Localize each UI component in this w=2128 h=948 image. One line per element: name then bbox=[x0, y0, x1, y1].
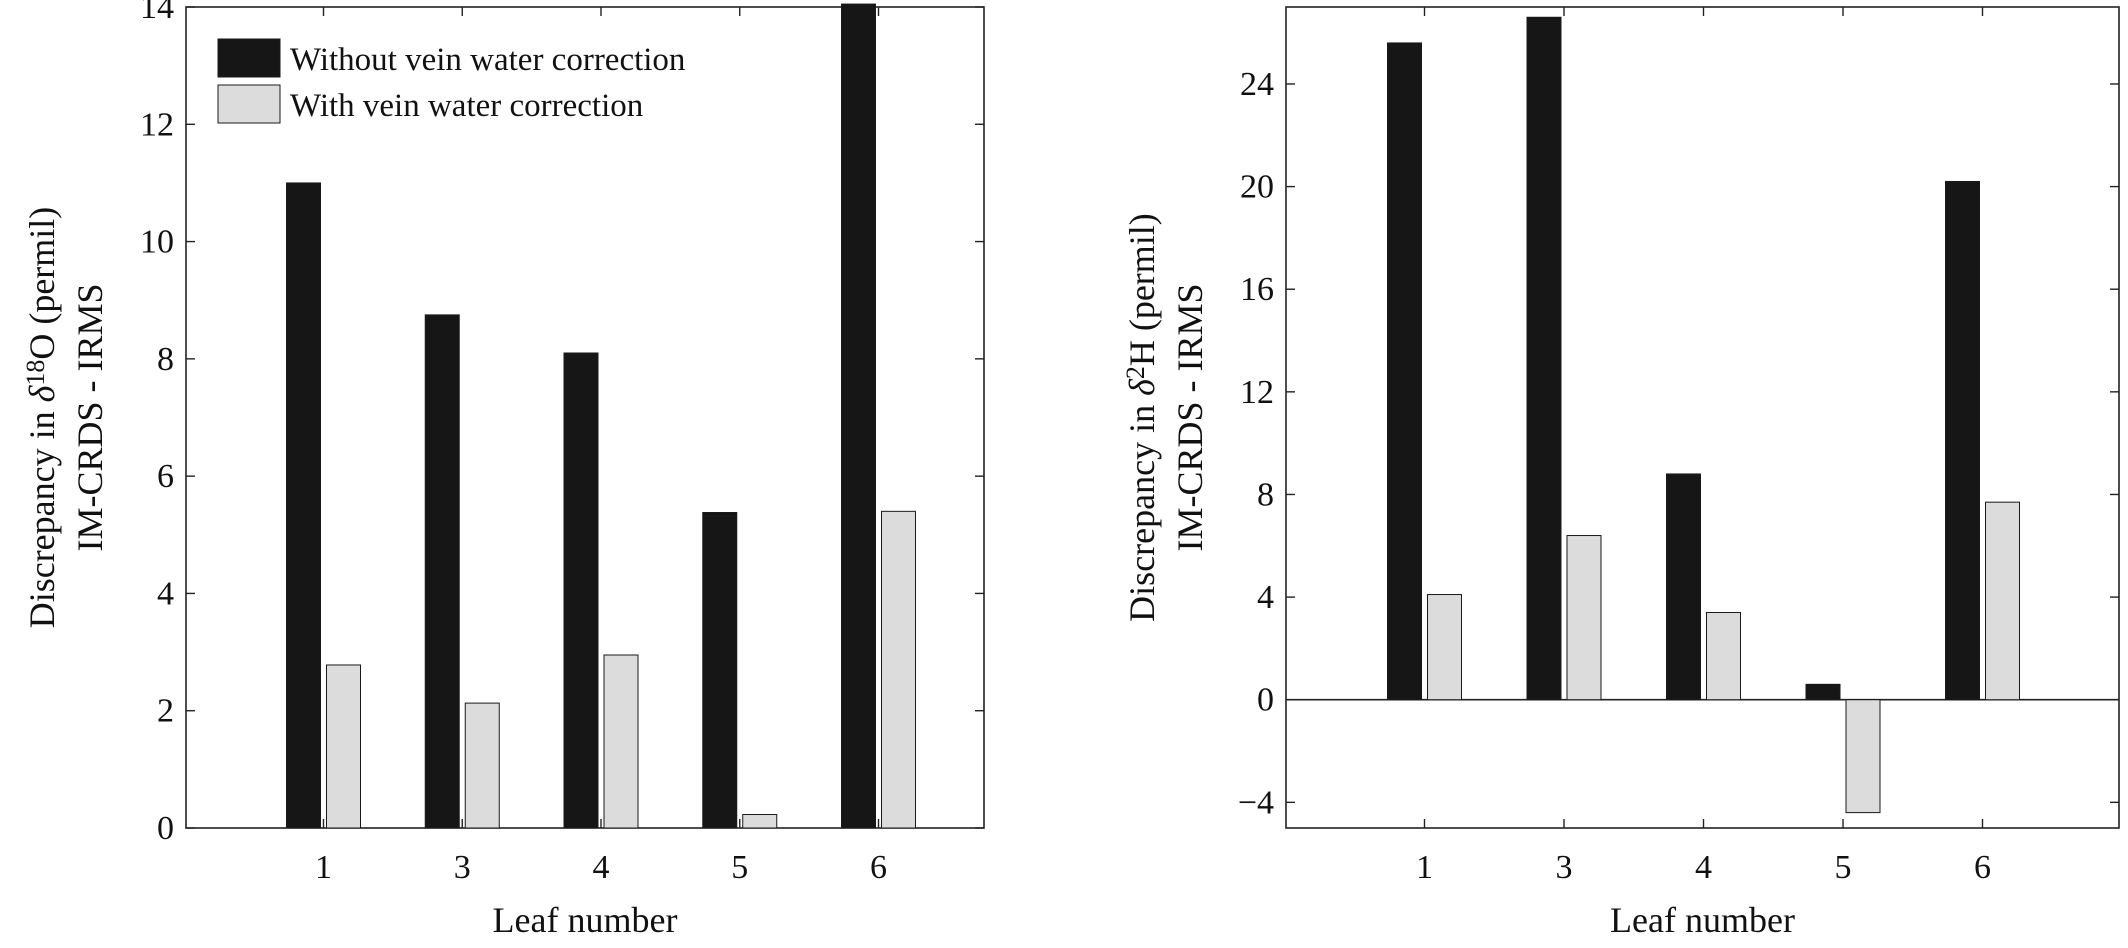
bar-series-1-leaf-3 bbox=[1526, 16, 1562, 701]
x-tick-label: 1 bbox=[315, 849, 332, 886]
x-axis-label: Leaf number bbox=[493, 900, 678, 940]
y-axis-label-unit: (permil) bbox=[1122, 213, 1162, 340]
y-tick-label: 8 bbox=[1257, 476, 1274, 513]
y-tick-label: 8 bbox=[157, 341, 174, 378]
x-tick-label: 5 bbox=[1835, 849, 1852, 886]
y-tick-label: 4 bbox=[157, 575, 174, 612]
y-tick-label: 2 bbox=[157, 693, 174, 730]
bar-series-1-leaf-1 bbox=[1387, 42, 1422, 701]
x-tick-label: 6 bbox=[870, 849, 887, 886]
isotope-superscript: 2 bbox=[1121, 366, 1150, 379]
x-tick-label: 5 bbox=[731, 849, 748, 886]
bar-series-2-leaf-6 bbox=[1985, 501, 2020, 701]
legend-label-series-2: With vein water correction bbox=[290, 88, 643, 124]
bar-series-2-leaf-6 bbox=[881, 510, 916, 829]
x-tick-label: 4 bbox=[593, 849, 610, 886]
isotope-superscript: 18 bbox=[21, 360, 50, 386]
legend-swatch-series-1 bbox=[217, 38, 281, 78]
x-tick-label: 3 bbox=[454, 849, 471, 886]
bar-series-1-leaf-3 bbox=[424, 314, 460, 829]
y-axis-label-line-1: Discrepancy in δ2H (permil) bbox=[1121, 213, 1162, 622]
bar-series-2-leaf-1 bbox=[326, 664, 361, 829]
y-tick-label: 12 bbox=[1240, 374, 1274, 411]
bar-series-2-leaf-3 bbox=[1566, 535, 1602, 701]
bar-series-1-leaf-4 bbox=[563, 352, 599, 829]
isotope-element: H bbox=[1122, 340, 1162, 366]
y-tick-label: 0 bbox=[157, 810, 174, 847]
x-tick-label: 4 bbox=[1695, 849, 1712, 886]
bar-series-1-leaf-1 bbox=[286, 182, 321, 829]
legend-swatch-series-2 bbox=[217, 84, 281, 124]
y-tick-label: 12 bbox=[140, 106, 174, 143]
bar-series-1-leaf-4 bbox=[1666, 473, 1701, 701]
bar-series-2-leaf-3 bbox=[464, 702, 500, 829]
bar-series-1-leaf-5 bbox=[1805, 683, 1841, 701]
y-axis-label-line-2: IM-CRDS - IRMS bbox=[70, 283, 110, 551]
y-tick-label: 6 bbox=[157, 458, 174, 495]
y-axis-label-unit: (permil) bbox=[22, 207, 62, 334]
x-tick-label: 6 bbox=[1974, 849, 1991, 886]
y-tick-label: 14 bbox=[140, 0, 174, 26]
isotope-element: O bbox=[22, 334, 62, 360]
bar-series-1-leaf-5 bbox=[702, 512, 738, 829]
bar-series-2-leaf-1 bbox=[1427, 594, 1462, 701]
delta-symbol: δ bbox=[1122, 378, 1162, 396]
axes-frame bbox=[1285, 6, 2120, 829]
y-tick-label: 10 bbox=[140, 224, 174, 261]
y-axis-label-prefix: Discrepancy in bbox=[22, 402, 62, 628]
chart-panel-1: 0 2 4 6 8 10 12 14 1 3 4 5 6 Leaf number Discrepancy i… bbox=[21, 0, 985, 940]
x-tick-label: 3 bbox=[1556, 849, 1573, 886]
bar-series-2-leaf-5 bbox=[1845, 699, 1881, 814]
y-axis-label-prefix: Discrepancy in bbox=[1122, 396, 1162, 622]
bar-series-1-leaf-6 bbox=[841, 3, 876, 829]
y-axis-label-line-2: IM-CRDS - IRMS bbox=[1170, 283, 1210, 551]
delta-symbol: δ bbox=[22, 384, 62, 402]
x-axis-label: Leaf number bbox=[1610, 900, 1795, 940]
legend: Without vein water correction With vein w… bbox=[217, 38, 685, 124]
x-tick-label: 1 bbox=[1416, 849, 1433, 886]
y-tick-label: 24 bbox=[1240, 66, 1274, 103]
y-tick-label: 4 bbox=[1257, 579, 1274, 616]
y-tick-label: 16 bbox=[1240, 271, 1274, 308]
legend-label-series-1: Without vein water correction bbox=[290, 42, 685, 78]
y-tick-label: 0 bbox=[1257, 682, 1274, 719]
bar-series-1-leaf-6 bbox=[1945, 180, 1980, 701]
bar-series-2-leaf-5 bbox=[742, 814, 778, 829]
y-tick-label: −4 bbox=[1238, 784, 1274, 821]
bar-series-2-leaf-4 bbox=[603, 654, 639, 829]
chart-panel-2: −4 0 4 8 12 16 20 24 1 3 4 5 6 Leaf number Discrepancy… bbox=[1121, 6, 2120, 940]
y-tick-label: 20 bbox=[1240, 169, 1274, 206]
y-axis-label-line-1: Discrepancy in δ18O (permil) bbox=[21, 207, 62, 629]
bar-series-2-leaf-4 bbox=[1706, 611, 1741, 701]
